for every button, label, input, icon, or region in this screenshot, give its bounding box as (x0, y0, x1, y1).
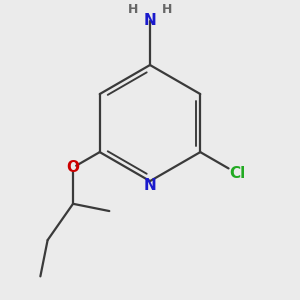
Text: H: H (162, 3, 172, 16)
Text: N: N (144, 13, 156, 28)
Text: N: N (144, 178, 156, 193)
Text: O: O (67, 160, 80, 175)
Text: Cl: Cl (229, 166, 245, 181)
Text: H: H (128, 3, 138, 16)
